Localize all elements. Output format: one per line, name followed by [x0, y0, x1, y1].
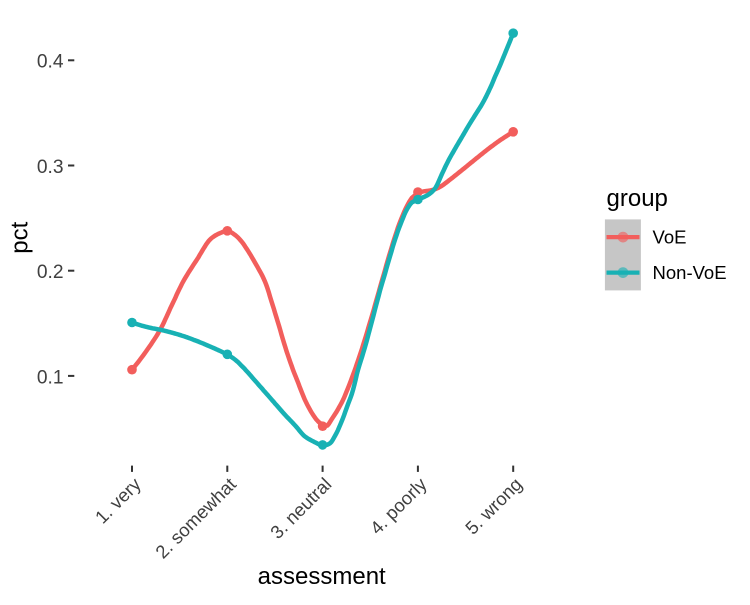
svg-text:pct: pct — [7, 221, 34, 253]
svg-text:Non-VoE: Non-VoE — [653, 262, 727, 283]
svg-text:VoE: VoE — [653, 227, 687, 248]
svg-text:0.3: 0.3 — [37, 157, 64, 178]
svg-text:assessment: assessment — [258, 563, 386, 590]
svg-text:0.2: 0.2 — [37, 262, 64, 283]
svg-text:0.4: 0.4 — [37, 52, 64, 73]
svg-text:group: group — [607, 185, 668, 212]
svg-text:0.1: 0.1 — [37, 367, 64, 388]
